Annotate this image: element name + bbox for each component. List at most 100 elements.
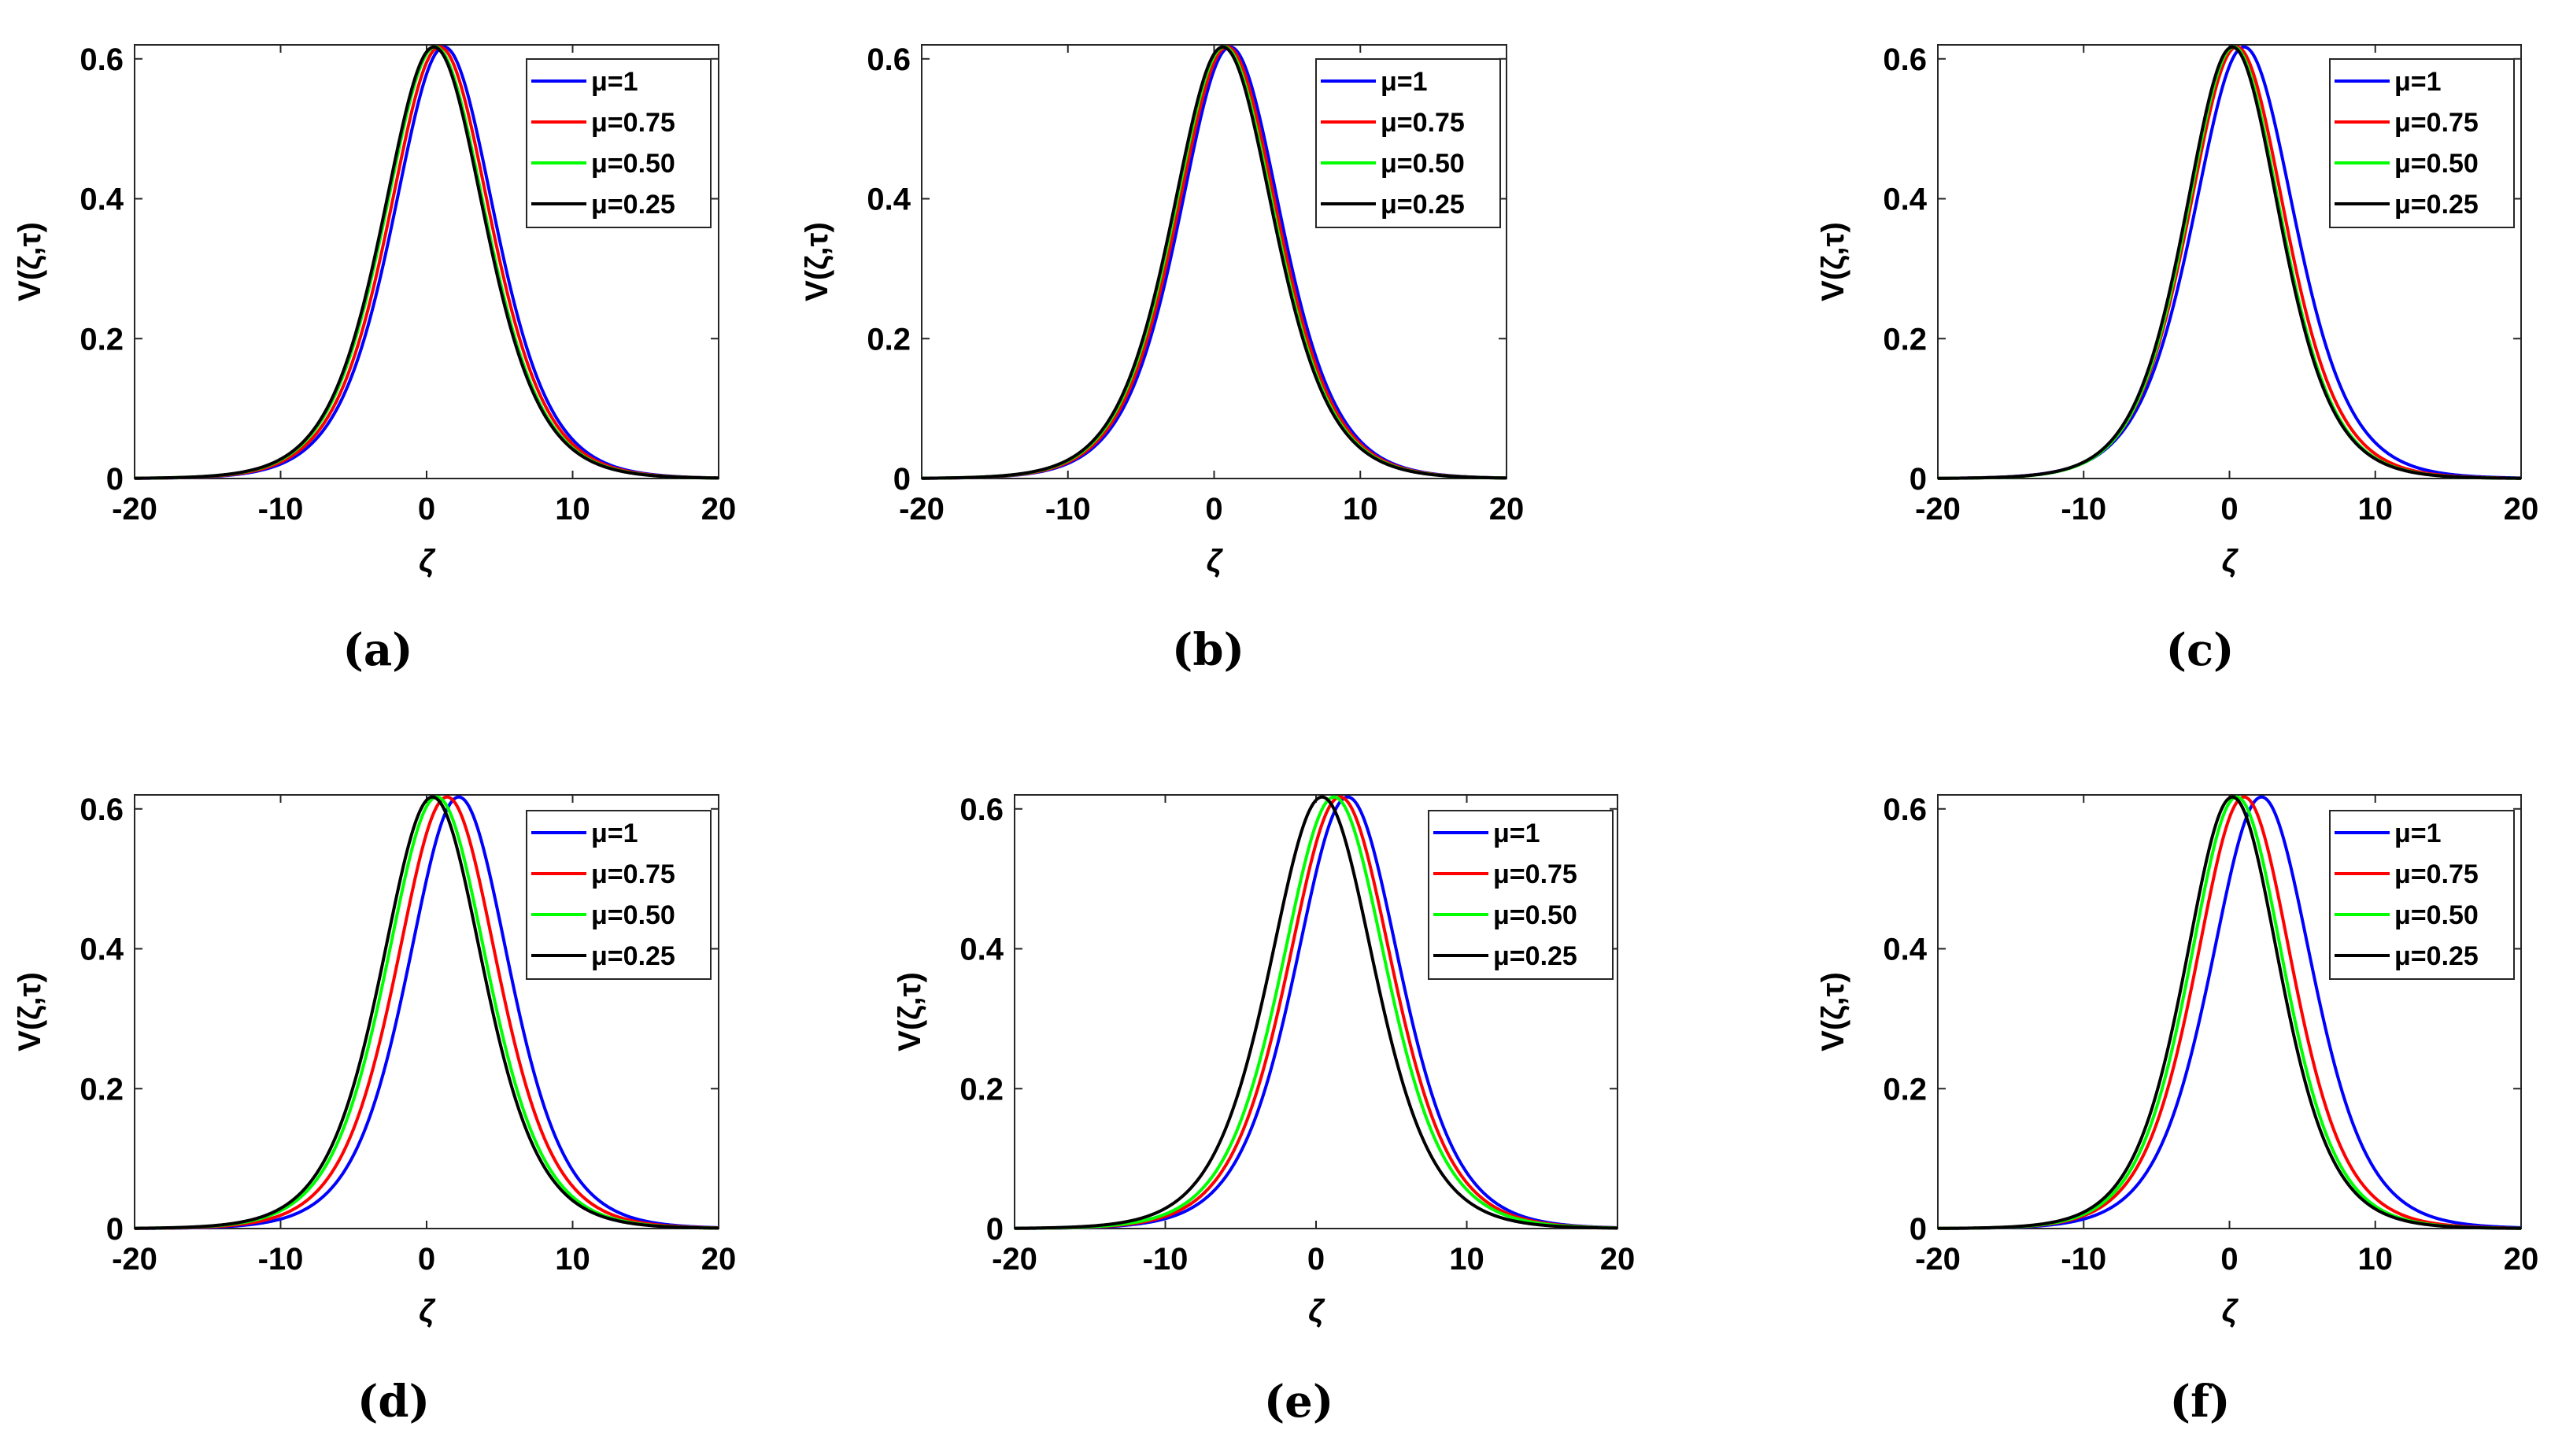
x-tick-label: -10: [258, 1242, 304, 1277]
y-tick-label: 0.2: [79, 322, 124, 357]
y-tick-label: 0: [1910, 462, 1927, 497]
series-line-μ=0.25: [134, 45, 719, 480]
panel-a: -20 -10 0 10 20 0 0.2 0.4 0.6 ζ V(ζ,τ) μ=1 μ=0.75 μ=0…: [13, 42, 736, 676]
series-line-μ=0.25: [1937, 795, 2522, 1230]
y-tick-label: 0.6: [1883, 42, 1927, 77]
x-axis-label: ζ: [2222, 1294, 2239, 1329]
y-axis-label: V(ζ,τ): [800, 222, 834, 301]
x-tick-label: -20: [992, 1242, 1037, 1277]
series-group: [1014, 795, 1618, 1230]
panel-c: -20 -10 0 10 20 0 0.2 0.4 0.6 ζ V(ζ,τ) μ=1 μ=0.75 μ=0…: [1816, 42, 2538, 676]
panel-caption: (b): [1172, 624, 1244, 676]
legend-entry: μ=1: [591, 819, 638, 848]
panel-caption: (a): [342, 624, 412, 676]
y-tick-label: 0.4: [79, 933, 124, 967]
y-tick-label: 0.6: [79, 793, 124, 827]
y-tick-label: 0.2: [79, 1072, 124, 1107]
legend-entry: μ=0.25: [591, 190, 675, 220]
y-tick-label: 0.6: [867, 42, 911, 77]
y-tick-label: 0.4: [867, 183, 911, 217]
x-tick-label: -10: [258, 492, 304, 527]
series-group: [134, 795, 719, 1230]
legend: μ=1 μ=0.75 μ=0.50 μ=0.25: [526, 58, 712, 228]
series-group: [921, 45, 1507, 480]
y-tick-label: 0.2: [1883, 1072, 1927, 1107]
legend-entry: μ=1: [2394, 819, 2442, 848]
panel-caption: (f): [2169, 1376, 2230, 1428]
legend-entry: μ=0.25: [1493, 941, 1577, 971]
legend-entry: μ=1: [591, 67, 638, 97]
x-tick-label: 0: [1307, 1242, 1325, 1277]
legend: μ=1 μ=0.75 μ=0.50 μ=0.25: [1315, 58, 1501, 228]
y-tick-label: 0.4: [1883, 183, 1927, 217]
panel-e: -20 -10 0 10 20 0 0.2 0.4 0.6 ζ V(ζ,τ) μ=1 μ=0.75 μ=0…: [893, 793, 1635, 1428]
panel-caption: (d): [357, 1376, 430, 1428]
y-axis-label: V(ζ,τ): [1816, 222, 1850, 301]
x-tick-label: 0: [418, 1242, 435, 1277]
legend-box: [526, 810, 712, 980]
x-tick-label: -20: [899, 492, 945, 527]
panel-d: -20 -10 0 10 20 0 0.2 0.4 0.6 ζ V(ζ,τ) μ=1 μ=0.75 μ=0…: [13, 793, 736, 1428]
x-tick-label: 10: [1343, 492, 1378, 527]
y-tick-label: 0.2: [959, 1072, 1004, 1107]
legend: μ=1 μ=0.75 μ=0.50 μ=0.25: [1428, 810, 1614, 980]
legend-entry: μ=1: [2394, 67, 2442, 97]
y-tick-label: 0: [1910, 1212, 1927, 1247]
legend-entry: μ=0.75: [591, 859, 675, 889]
x-axis-label: ζ: [1308, 1294, 1325, 1329]
panel-caption: (e): [1264, 1376, 1334, 1428]
y-tick-label: 0.4: [1883, 933, 1927, 967]
series-line-μ=0.25: [1014, 795, 1618, 1230]
x-tick-label: -10: [2061, 1242, 2106, 1277]
series-line-μ=0.25: [921, 45, 1507, 480]
y-tick-label: 0.4: [79, 183, 124, 217]
legend-entry: μ=0.75: [2394, 859, 2479, 889]
y-tick-label: 0.6: [1883, 793, 1927, 827]
x-axis-label: ζ: [419, 544, 436, 578]
x-tick-label: 10: [1449, 1242, 1484, 1277]
series-group: [134, 45, 719, 480]
legend-entry: μ=0.50: [591, 149, 675, 179]
x-tick-label: -20: [112, 1242, 157, 1277]
legend-entry: μ=0.50: [1381, 149, 1465, 179]
x-tick-label: 20: [701, 1242, 737, 1277]
legend: μ=1 μ=0.75 μ=0.50 μ=0.25: [526, 810, 712, 980]
y-tick-label: 0: [893, 462, 911, 497]
y-tick-label: 0.6: [959, 793, 1004, 827]
y-axis-label: V(ζ,τ): [13, 972, 47, 1051]
legend-entry: μ=0.50: [591, 900, 675, 930]
legend-entry: μ=0.25: [1381, 190, 1465, 220]
legend-entry: μ=1: [1381, 67, 1428, 97]
legend-box: [1315, 58, 1501, 228]
x-tick-label: -20: [112, 492, 157, 527]
x-tick-label: 20: [1489, 492, 1525, 527]
series-line-μ=0.25: [1937, 45, 2522, 480]
legend-entry: μ=0.50: [2394, 149, 2479, 179]
x-tick-label: 10: [555, 1242, 590, 1277]
legend-entry: μ=0.50: [2394, 900, 2479, 930]
x-tick-label: -20: [1915, 1242, 1961, 1277]
x-axis-label: ζ: [419, 1294, 436, 1329]
legend-entry: μ=0.75: [591, 108, 675, 138]
x-tick-label: 20: [1600, 1242, 1636, 1277]
legend-entry: μ=0.75: [1493, 859, 1577, 889]
series-group: [1937, 795, 2522, 1230]
y-tick-label: 0.2: [867, 322, 911, 357]
legend-entry: μ=0.25: [591, 941, 675, 971]
x-tick-label: 10: [2358, 1242, 2394, 1277]
y-axis-label: V(ζ,τ): [1816, 972, 1850, 1051]
x-tick-label: 20: [2504, 1242, 2539, 1277]
x-tick-label: 10: [2358, 492, 2394, 527]
legend-box: [1428, 810, 1614, 980]
x-tick-label: 20: [701, 492, 737, 527]
series-group: [1937, 45, 2522, 480]
legend-entry: μ=0.25: [2394, 190, 2479, 220]
legend-entry: μ=0.75: [1381, 108, 1465, 138]
x-tick-label: 0: [2220, 492, 2238, 527]
legend-entry: μ=1: [1493, 819, 1540, 848]
x-tick-label: 0: [2220, 1242, 2238, 1277]
y-tick-label: 0.2: [1883, 322, 1927, 357]
x-tick-label: -10: [1045, 492, 1091, 527]
x-axis-label: ζ: [2222, 544, 2239, 578]
